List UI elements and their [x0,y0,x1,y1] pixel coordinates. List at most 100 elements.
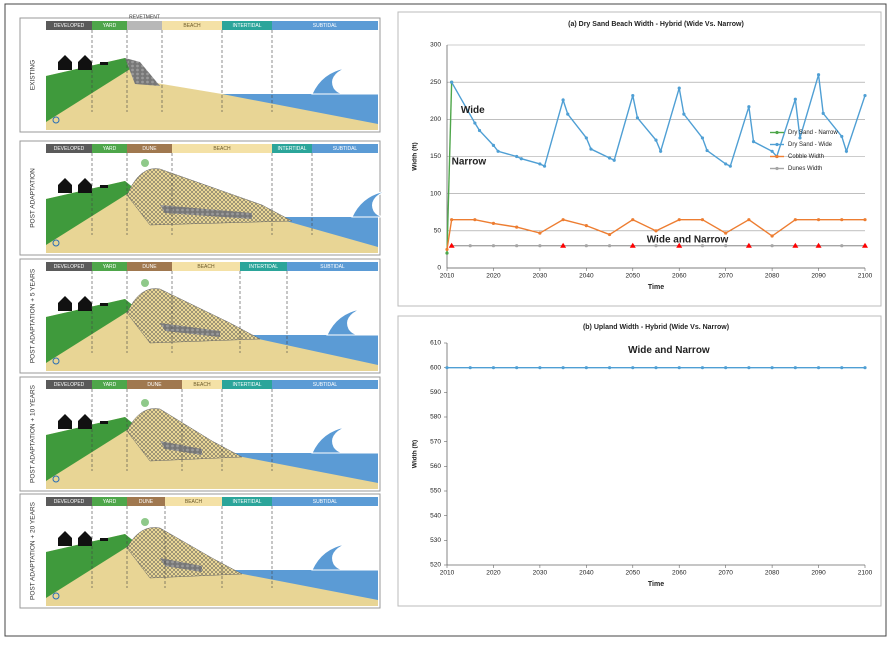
data-point [701,366,704,369]
data-point [469,366,472,369]
data-point [817,366,820,369]
data-point [840,244,843,247]
data-point [515,226,518,229]
data-point [705,149,708,152]
data-point [631,366,634,369]
data-point [589,147,592,150]
data-point [631,94,634,97]
chart-title: (b) Upland Width - Hybrid (Wide Vs. Narr… [583,324,729,331]
y-tick-label: 530 [430,537,441,544]
data-point [608,244,611,247]
data-point [863,94,866,97]
y-tick-label: 0 [437,265,441,272]
zone-label: DUNE [142,264,157,270]
x-tick-label: 2040 [579,273,594,280]
zone-label: DUNE [142,146,157,152]
data-point [845,150,848,153]
data-point [473,121,476,124]
zone-label: INTERTIDAL [232,382,261,388]
data-point [538,231,541,234]
data-point [794,218,797,221]
data-point [678,87,681,90]
picnic-table [100,421,108,424]
zone-label: SUBTIDAL [313,499,338,505]
data-point [678,218,681,221]
zone-label: INTERTIDAL [249,264,278,270]
data-point [654,366,657,369]
x-tick-label: 2100 [858,273,873,280]
legend-label: Dunes Width [788,166,822,172]
data-point [450,218,453,221]
data-point [585,244,588,247]
data-point [654,229,657,232]
data-point [840,135,843,138]
y-tick-label: 570 [430,438,441,445]
figure: EXISTINGREVETMENTDEVELOPEDYARDBEACHINTER… [0,0,891,641]
data-point [538,366,541,369]
y-tick-label: 580 [430,414,441,421]
data-point [724,162,727,165]
x-tick-label: 2090 [811,273,826,280]
x-tick-label: 2030 [533,570,548,577]
zone-label: YARD [103,146,117,152]
x-tick-label: 2050 [626,273,641,280]
y-tick-label: 100 [430,190,441,197]
x-tick-label: 2080 [765,273,780,280]
legend-label: Dry Sand - Wide [788,142,833,148]
data-point [659,150,662,153]
data-point [701,218,704,221]
data-point [817,73,820,76]
data-point [729,165,732,168]
x-tick-label: 2080 [765,570,780,577]
data-point [747,366,750,369]
x-tick-label: 2040 [579,570,594,577]
data-point [515,244,518,247]
annotation: Wide and Narrow [647,234,729,245]
data-point [492,222,495,225]
zone-label: SUBTIDAL [320,264,345,270]
data-point [747,105,750,108]
data-point [678,366,681,369]
data-point [863,218,866,221]
data-point [771,366,774,369]
zone-label: DEVELOPED [54,499,85,505]
data-point [492,366,495,369]
data-point [613,159,616,162]
dune-grass [141,518,149,526]
y-tick-label: 50 [434,228,442,235]
data-point [608,156,611,159]
data-point [585,224,588,227]
panel-label: POST ADAPTATION + 5 YEARS [30,268,37,363]
panel-label: EXISTING [30,60,37,90]
zone-label: BEACH [213,146,231,152]
x-tick-label: 2070 [718,273,733,280]
zone-label: BEACH [185,499,203,505]
data-point [747,218,750,221]
data-point [817,218,820,221]
data-point [798,136,801,139]
data-point [794,366,797,369]
data-point [496,150,499,153]
annotation: Wide [461,105,485,116]
data-point [585,136,588,139]
zone-label: INTERTIDAL [232,23,261,29]
data-point [562,218,565,221]
data-point [654,139,657,142]
data-point [566,113,569,116]
zone-label: DUNE [139,499,154,505]
picnic-table [100,303,108,306]
data-point [631,218,634,221]
zone-label: DEVELOPED [54,382,85,388]
chart-b-frame [398,316,881,606]
x-tick-label: 2010 [440,273,455,280]
data-point [701,136,704,139]
zone-label: SUBTIDAL [313,382,338,388]
data-point [520,157,523,160]
panel-label: POST ADAPTATION [30,168,37,228]
data-point [863,366,866,369]
zone-label: BEACH [183,23,201,29]
x-tick-label: 2060 [672,570,687,577]
y-axis-label: Width (ft) [412,440,419,468]
picnic-table [100,62,108,65]
